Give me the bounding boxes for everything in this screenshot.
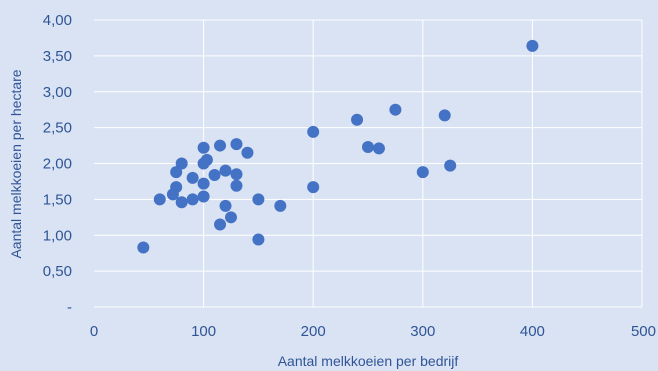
data-point bbox=[186, 171, 199, 184]
data-point bbox=[175, 196, 188, 209]
data-point bbox=[274, 199, 287, 212]
data-point bbox=[230, 168, 243, 181]
data-point bbox=[307, 125, 320, 138]
x-tick-label: 200 bbox=[301, 323, 326, 340]
data-point bbox=[351, 113, 364, 126]
data-point bbox=[175, 157, 188, 170]
data-point bbox=[137, 241, 150, 254]
data-point bbox=[526, 39, 539, 52]
y-axis-title: Aantal melkkoeien per hectare bbox=[8, 69, 24, 258]
data-point bbox=[230, 179, 243, 192]
data-point bbox=[225, 211, 237, 224]
data-point bbox=[214, 139, 227, 152]
data-point bbox=[170, 181, 183, 194]
x-tick-label: 100 bbox=[191, 323, 216, 340]
x-tick-label: 400 bbox=[520, 323, 545, 340]
data-point bbox=[252, 233, 265, 246]
data-point bbox=[197, 177, 210, 190]
data-point bbox=[416, 166, 429, 179]
data-point bbox=[230, 138, 243, 151]
data-point bbox=[307, 181, 320, 194]
y-tick-label: 1,00 bbox=[43, 227, 72, 244]
y-tick-label: 3,00 bbox=[43, 84, 72, 101]
y-tick-label: 0,50 bbox=[43, 263, 72, 280]
y-axis-tick-labels: - 0,50 1,00 1,50 2,00 2,50 3,00 3,50 4,00 bbox=[43, 12, 72, 316]
y-tick-label: 1,50 bbox=[43, 191, 72, 208]
data-point bbox=[197, 190, 210, 203]
data-point bbox=[362, 140, 374, 153]
data-point bbox=[444, 159, 457, 172]
y-tick-label: 4,00 bbox=[43, 12, 72, 29]
data-point bbox=[186, 193, 199, 206]
y-tick-label: - bbox=[67, 299, 72, 316]
data-point bbox=[438, 109, 451, 122]
x-axis-tick-labels: 0 100 200 300 400 500 bbox=[90, 323, 656, 340]
y-tick-label: 2,50 bbox=[43, 120, 72, 137]
y-tick-label: 2,00 bbox=[43, 156, 72, 173]
x-tick-label: 0 bbox=[90, 323, 98, 340]
data-point bbox=[219, 164, 232, 177]
data-point bbox=[389, 103, 402, 116]
data-point bbox=[214, 218, 227, 231]
data-point bbox=[219, 199, 232, 212]
data-point bbox=[208, 168, 221, 181]
x-tick-label: 500 bbox=[631, 323, 656, 340]
data-point bbox=[200, 153, 213, 166]
data-point bbox=[153, 193, 166, 206]
data-point bbox=[252, 193, 265, 206]
data-point bbox=[372, 142, 385, 155]
data-point bbox=[197, 141, 210, 154]
x-tick-label: 300 bbox=[410, 323, 435, 340]
data-points bbox=[137, 39, 539, 254]
data-point bbox=[241, 146, 254, 159]
y-tick-label: 3,50 bbox=[43, 48, 72, 65]
data-point bbox=[170, 166, 183, 179]
x-axis-title: Aantal melkkoeien per bedrijf bbox=[278, 353, 459, 369]
